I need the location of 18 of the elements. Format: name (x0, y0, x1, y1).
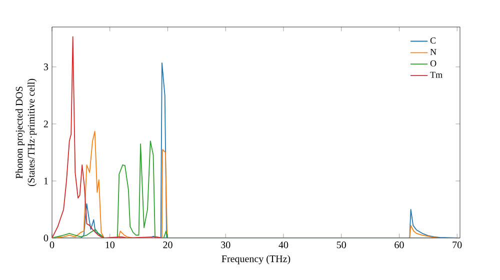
x-tick-label: 70 (452, 242, 462, 248)
legend-label: C (430, 38, 436, 44)
x-tick-label: 40 (278, 242, 288, 248)
y-tick-label: 2 (44, 120, 48, 128)
y-axis-title: Phonon projected DOS (States/THz·primitive cell) (16, 78, 37, 186)
y-tick-label: 0 (44, 234, 48, 242)
y-tick-label: 3 (44, 64, 48, 70)
x-tick-label: 0 (50, 242, 54, 248)
x-tick-label: 20 (163, 242, 172, 248)
x-tick-label: 10 (106, 242, 115, 248)
x-axis-title: Frequency (THz) (222, 255, 290, 264)
x-tick-label: 50 (336, 242, 346, 248)
legend-label: N (430, 48, 436, 55)
x-tick-label: 30 (221, 242, 230, 248)
legend-label: Tm (430, 72, 442, 78)
y-tick-label: 1 (44, 178, 48, 184)
legend-label: O (430, 60, 436, 66)
x-tick-label: 60 (394, 242, 404, 248)
